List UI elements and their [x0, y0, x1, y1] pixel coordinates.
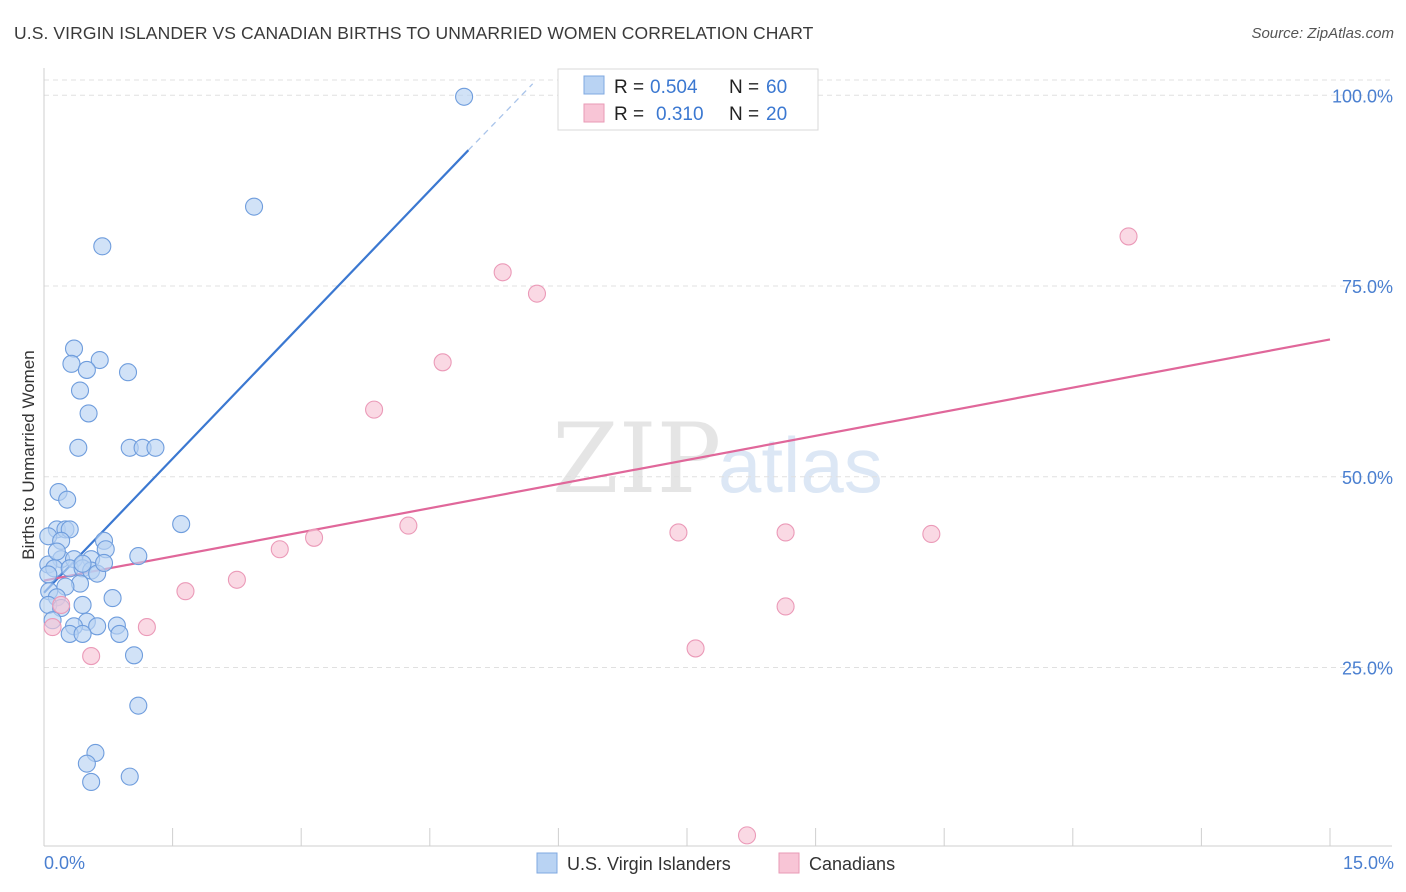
point-canadians — [82, 647, 101, 666]
legend-swatch-blue — [536, 852, 558, 874]
legend-swatch-pink — [778, 852, 800, 874]
y-tick-label-25: 25.0% — [1342, 659, 1393, 679]
point-canadians — [737, 826, 757, 845]
point-us-virgin-islanders — [47, 542, 66, 561]
x-ticks — [43, 828, 1331, 846]
legend-label-blue: U.S. Virgin Islanders — [567, 854, 731, 874]
stats-n-label-blue: N = — [729, 77, 759, 98]
point-us-virgin-islanders — [77, 360, 96, 379]
point-us-virgin-islanders — [70, 381, 90, 400]
point-canadians — [776, 597, 795, 616]
point-canadians — [493, 263, 512, 282]
point-canadians — [365, 400, 384, 419]
stats-swatch-blue — [583, 75, 605, 95]
point-us-virgin-islanders — [129, 696, 148, 715]
point-us-virgin-islanders — [73, 595, 92, 614]
point-us-virgin-islanders — [73, 624, 92, 643]
point-canadians — [399, 516, 418, 535]
y-axis-label: Births to Unmarried Women — [19, 350, 38, 559]
stats-r-value-pink: 0.310 — [656, 104, 704, 125]
point-canadians — [137, 618, 156, 637]
point-us-virgin-islanders — [73, 554, 92, 573]
point-us-virgin-islanders — [79, 404, 98, 423]
y-tick-label-50: 50.0% — [1342, 468, 1393, 488]
stats-swatch-pink — [583, 103, 605, 123]
trendline-blue — [43, 149, 470, 594]
point-us-virgin-islanders — [77, 754, 96, 773]
point-canadians — [433, 353, 452, 372]
point-canadians — [176, 582, 195, 601]
stats-n-label-pink: N = — [729, 104, 759, 125]
point-us-virgin-islanders — [455, 87, 474, 106]
x-tick-label-max: 15.0% — [1343, 853, 1394, 873]
stats-r-label-pink: R = — [614, 104, 644, 125]
y-tick-label-100: 100.0% — [1332, 86, 1393, 106]
point-canadians — [669, 523, 688, 542]
watermark-atlas: atlas — [718, 421, 883, 509]
point-canadians — [270, 540, 289, 559]
point-canadians — [1119, 227, 1138, 246]
point-canadians — [527, 284, 547, 303]
legend-label-pink: Canadians — [809, 854, 895, 874]
point-us-virgin-islanders — [110, 624, 129, 643]
point-us-virgin-islanders — [129, 547, 148, 566]
point-us-virgin-islanders — [58, 490, 77, 509]
point-us-virgin-islanders — [64, 339, 84, 358]
point-us-virgin-islanders — [93, 237, 112, 256]
point-us-virgin-islanders — [124, 646, 144, 665]
x-tick-label-min: 0.0% — [44, 853, 85, 873]
point-us-virgin-islanders — [244, 197, 264, 216]
point-us-virgin-islanders — [69, 438, 88, 457]
point-us-virgin-islanders — [118, 363, 138, 382]
y-tick-labels: 25.0% 50.0% 75.0% 100.0% — [1332, 86, 1393, 678]
point-us-virgin-islanders — [94, 553, 114, 573]
point-us-virgin-islanders — [82, 772, 101, 792]
point-us-virgin-islanders — [62, 354, 81, 373]
point-us-virgin-islanders — [103, 589, 122, 608]
point-canadians — [305, 528, 324, 547]
stats-n-value-pink: 20 — [766, 104, 787, 125]
point-us-virgin-islanders — [146, 438, 165, 457]
chart-title: U.S. VIRGIN ISLANDER VS CANADIAN BIRTHS … — [14, 23, 814, 43]
point-us-virgin-islanders — [39, 565, 58, 584]
point-canadians — [686, 639, 705, 658]
stats-n-value-blue: 60 — [766, 77, 787, 98]
source-credit: Source: ZipAtlas.com — [1251, 25, 1394, 42]
data-points — [39, 87, 1138, 845]
stats-legend: R = 0.504 N = 60 R = 0.310 N = 20 — [557, 68, 819, 131]
point-canadians — [776, 523, 795, 542]
axes — [43, 68, 1392, 847]
point-canadians — [43, 618, 62, 637]
point-us-virgin-islanders — [120, 767, 139, 786]
point-us-virgin-islanders — [70, 574, 90, 593]
point-canadians — [227, 570, 246, 589]
gridlines — [44, 79, 1392, 669]
trendline-pink — [43, 338, 1331, 582]
trendline-blue-extension — [467, 83, 534, 151]
y-tick-label-75: 75.0% — [1342, 277, 1393, 297]
point-us-virgin-islanders — [90, 350, 109, 370]
series-legend: U.S. Virgin Islanders Canadians — [536, 852, 895, 874]
point-us-virgin-islanders — [88, 617, 107, 636]
point-canadians — [52, 595, 71, 614]
point-canadians — [922, 524, 941, 544]
stats-r-value-blue: 0.504 — [650, 77, 698, 98]
trendlines — [43, 83, 1331, 594]
stats-r-label-blue: R = — [614, 77, 644, 98]
point-us-virgin-islanders — [172, 515, 191, 534]
